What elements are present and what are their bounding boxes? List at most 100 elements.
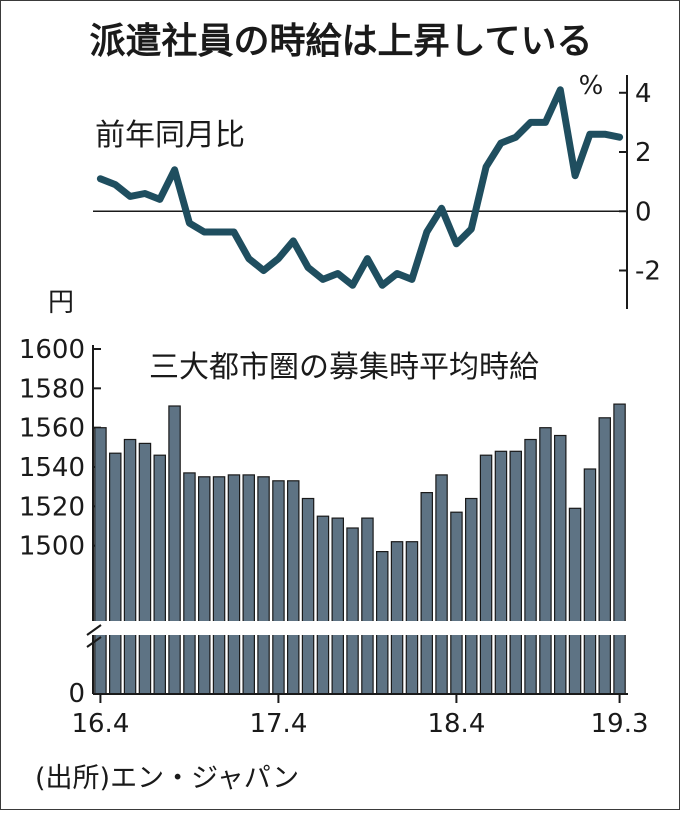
bar xyxy=(553,434,567,695)
line-point xyxy=(602,132,607,137)
bar xyxy=(524,438,537,695)
line-point xyxy=(587,132,592,137)
line-point xyxy=(291,238,296,243)
bar xyxy=(405,541,419,695)
bar-y-ticks: 1600 1580 1560 1540 1520 1500 xyxy=(19,335,101,562)
line-point xyxy=(617,135,622,140)
chart-title: 派遣社員の時給は上昇している xyxy=(90,21,593,62)
line-series xyxy=(96,86,624,289)
bar-y-tick-label: 1580 xyxy=(19,374,85,404)
line-y-tick-label: 0 xyxy=(635,197,652,227)
bar-zero-label: 0 xyxy=(68,679,85,709)
x-tick-label: 17.4 xyxy=(249,709,307,739)
line-point xyxy=(365,256,370,261)
bar xyxy=(138,442,152,695)
axis-break-line xyxy=(86,636,102,648)
line-point xyxy=(409,277,414,282)
line-point xyxy=(558,87,563,92)
bar xyxy=(108,452,122,695)
bar xyxy=(316,515,330,695)
line-points xyxy=(98,87,622,288)
x-tick-label: 19.3 xyxy=(591,709,649,739)
axis-break-gap xyxy=(79,621,639,635)
line-chart: 前年同月比 % 4 2 0 -2 xyxy=(93,71,661,309)
bar-y-tick-label: 1520 xyxy=(19,492,85,522)
line-point xyxy=(157,197,162,202)
bar xyxy=(583,468,597,695)
line-point xyxy=(217,229,222,234)
bar-chart-title: 三大都市圏の募集時平均時給 xyxy=(149,350,539,385)
bar xyxy=(94,427,107,695)
bar xyxy=(168,405,181,695)
line-y-ticks: 4 2 0 -2 xyxy=(619,79,661,286)
bar xyxy=(287,480,300,695)
line-point xyxy=(172,167,177,172)
bar xyxy=(539,427,552,695)
line-chart-title: 前年同月比 xyxy=(95,118,245,153)
line-point xyxy=(202,229,207,234)
bar xyxy=(227,474,241,695)
line-point xyxy=(261,268,266,273)
bar xyxy=(361,517,374,695)
bar xyxy=(613,403,626,695)
bar xyxy=(346,527,359,695)
line-point xyxy=(513,135,518,140)
line-point xyxy=(439,206,444,211)
bar xyxy=(568,507,582,695)
line-point xyxy=(276,256,281,261)
x-axis-ticks: 16.4 17.4 18.4 19.3 xyxy=(71,694,649,739)
bar xyxy=(598,417,611,695)
bar xyxy=(257,476,270,695)
bar xyxy=(494,450,508,695)
line-point xyxy=(142,191,147,196)
line-y-tick-label: -2 xyxy=(635,256,661,286)
line-chart-unit: % xyxy=(579,71,604,101)
bar xyxy=(479,454,493,695)
bar-y-tick-label: 1540 xyxy=(19,453,85,483)
line-point xyxy=(246,256,251,261)
bar xyxy=(390,541,404,695)
line-point xyxy=(113,182,118,187)
bar xyxy=(272,480,285,695)
bar-y-tick-label: 1500 xyxy=(19,532,85,562)
bar-chart-unit: 円 xyxy=(48,288,74,318)
bar xyxy=(420,492,434,695)
line-point xyxy=(395,271,400,276)
bar xyxy=(198,476,211,695)
axis-break-line xyxy=(86,624,102,636)
bar xyxy=(465,497,478,695)
bar-chart: 円 三大都市圏の募集時平均時給 1600 1580 1560 1540 1520 1500… xyxy=(19,288,649,739)
bar xyxy=(509,450,523,695)
line-point xyxy=(543,120,548,125)
bar xyxy=(331,517,345,695)
line-point xyxy=(350,283,355,288)
bar xyxy=(183,472,196,695)
bar xyxy=(301,497,315,695)
bar-y-tick-label: 1560 xyxy=(19,414,85,444)
x-tick-label: 16.4 xyxy=(71,709,129,739)
line-point xyxy=(380,283,385,288)
line-point xyxy=(454,241,459,246)
x-tick-label: 18.4 xyxy=(427,709,485,739)
source-note: (出所)エン・ジャパン xyxy=(35,763,299,794)
line-point xyxy=(128,194,133,199)
line-y-tick-label: 2 xyxy=(635,138,652,168)
line-point xyxy=(498,141,503,146)
bar xyxy=(153,454,167,695)
bar xyxy=(450,511,463,695)
line-point xyxy=(306,265,311,270)
bar xyxy=(212,476,226,695)
bar xyxy=(242,474,256,695)
bar xyxy=(123,438,137,695)
line-point xyxy=(98,176,103,181)
bar-y-tick-label: 1600 xyxy=(19,335,85,365)
bars xyxy=(94,403,626,695)
line-point xyxy=(231,229,236,234)
bar xyxy=(435,474,448,695)
line-point xyxy=(335,271,340,276)
line-point xyxy=(424,229,429,234)
line-point xyxy=(469,227,474,232)
line-point xyxy=(484,164,489,169)
